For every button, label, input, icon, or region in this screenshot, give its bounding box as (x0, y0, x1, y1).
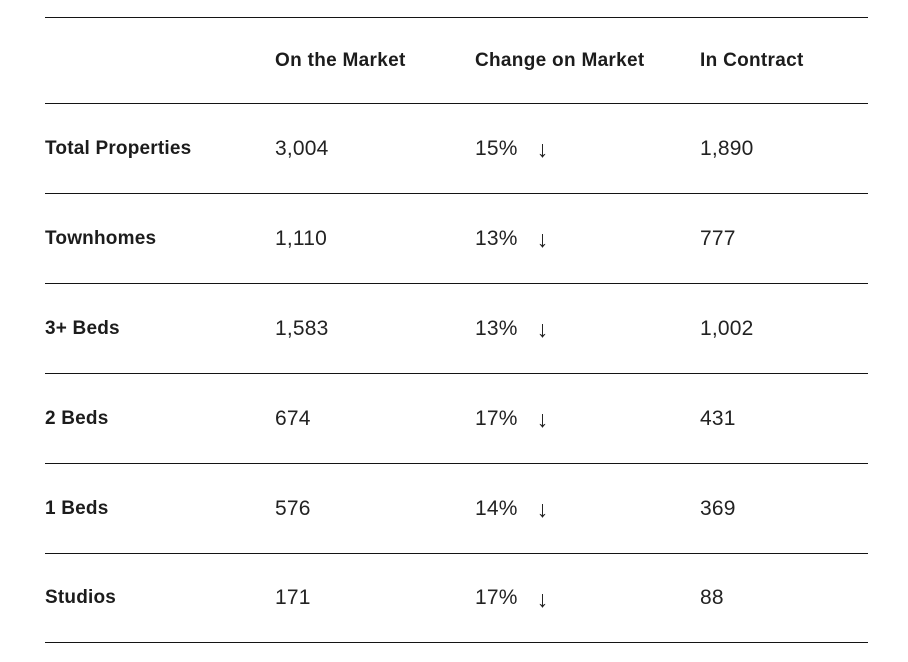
change-percent-value: 13% (475, 316, 518, 340)
table-row: Townhomes 1,110 13% ↓ 777 (45, 193, 868, 283)
in-contract-value: 1,002 (700, 316, 754, 340)
row-label: 2 Beds (45, 407, 109, 429)
arrow-down-icon: ↓ (536, 585, 549, 612)
on-market-value: 1,110 (275, 226, 327, 250)
table-body: Total Properties 3,004 15% ↓ 1,890 Townh… (45, 103, 868, 643)
arrow-down-icon: ↓ (536, 406, 549, 432)
column-header-in-contract: In Contract (700, 49, 804, 71)
in-contract-value: 1,890 (700, 136, 754, 160)
table-row: 3+ Beds 1,583 13% ↓ 1,002 (45, 283, 868, 373)
table-row: Studios 171 17% ↓ 88 (45, 553, 868, 643)
column-header-on-the-market: On the Market (275, 49, 406, 71)
row-label: Studios (45, 587, 117, 608)
in-contract-value: 369 (700, 496, 736, 520)
market-stats-table: On the Market Change on Market In Contra… (45, 17, 868, 643)
row-label: Townhomes (45, 227, 157, 249)
arrow-down-icon: ↓ (536, 226, 549, 252)
column-header-change-on-market: Change on Market (475, 49, 645, 71)
on-market-value: 3,004 (275, 136, 329, 160)
table-row: 2 Beds 674 17% ↓ 431 (45, 373, 868, 463)
in-contract-value: 88 (700, 586, 724, 609)
table-row: Total Properties 3,004 15% ↓ 1,890 (45, 103, 868, 193)
on-market-value: 1,583 (275, 316, 329, 340)
in-contract-value: 777 (700, 226, 736, 250)
row-label: 3+ Beds (45, 317, 120, 339)
change-on-market-cell: 13% ↓ (475, 227, 700, 251)
change-percent-value: 17% (475, 406, 518, 430)
arrow-down-icon: ↓ (536, 316, 549, 342)
row-label: 1 Beds (45, 497, 109, 519)
on-market-value: 171 (275, 586, 311, 609)
change-on-market-cell: 14% ↓ (475, 497, 700, 521)
change-percent-value: 17% (475, 586, 518, 609)
in-contract-value: 431 (700, 406, 736, 430)
table-header-row: On the Market Change on Market In Contra… (45, 17, 868, 103)
arrow-down-icon: ↓ (536, 136, 549, 162)
arrow-down-icon: ↓ (536, 496, 549, 522)
table-row: 1 Beds 576 14% ↓ 369 (45, 463, 868, 553)
change-percent-value: 13% (475, 226, 518, 250)
change-on-market-cell: 17% ↓ (475, 586, 700, 610)
change-percent-value: 14% (475, 496, 518, 520)
change-on-market-cell: 17% ↓ (475, 407, 700, 431)
on-market-value: 674 (275, 406, 311, 430)
change-on-market-cell: 13% ↓ (475, 317, 700, 341)
row-label: Total Properties (45, 137, 192, 159)
change-on-market-cell: 15% ↓ (475, 137, 700, 161)
on-market-value: 576 (275, 496, 311, 520)
change-percent-value: 15% (475, 136, 518, 160)
